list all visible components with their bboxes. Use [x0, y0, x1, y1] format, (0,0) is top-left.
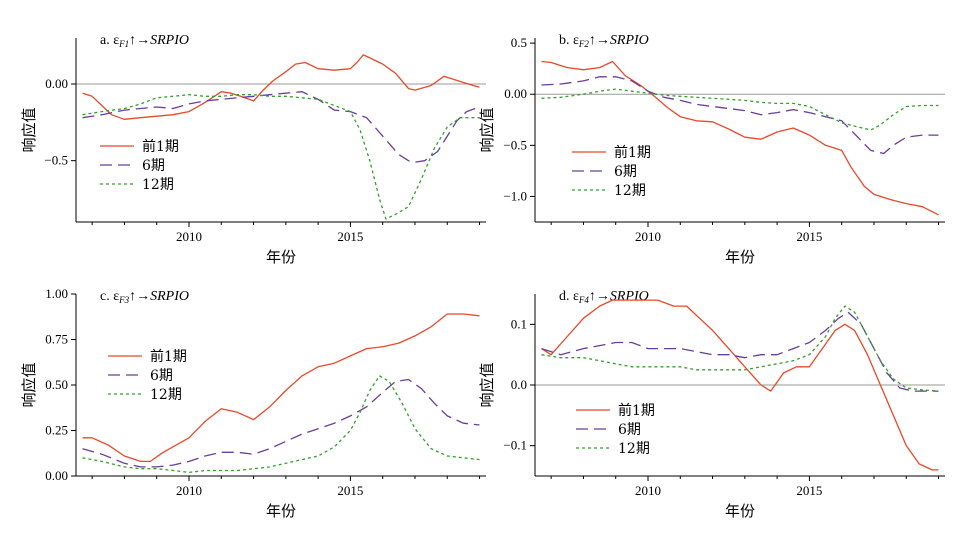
y-axis-label: 响应值 [20, 107, 38, 152]
legend-label: 6期 [614, 164, 637, 180]
legend-label: 12期 [614, 183, 646, 199]
legend-label: 前1期 [618, 402, 655, 419]
series-line-3 [541, 88, 939, 131]
series-line-2 [541, 311, 939, 392]
y-tick-label: −1.0 [503, 188, 527, 203]
y-tick-label: 0.75 [45, 332, 68, 347]
legend-label: 前1期 [614, 144, 651, 161]
series-line-1 [541, 299, 939, 471]
legend-label: 6期 [618, 422, 641, 438]
y-tick-label: −0.5 [44, 153, 68, 168]
series-line-3 [82, 375, 480, 474]
x-tick-label: 2015 [337, 483, 363, 498]
y-tick-label: 0.0 [511, 377, 527, 392]
panel-title: b. εF2↑→SRPIO [559, 33, 649, 49]
legend-label: 12期 [150, 387, 182, 403]
y-tick-label: −0.5 [503, 137, 527, 152]
y-tick-label: 0.50 [45, 377, 68, 392]
series-line-2 [82, 378, 480, 468]
series-line-1 [82, 54, 480, 120]
x-axis-label: 年份 [725, 502, 755, 520]
x-axis-label: 年份 [266, 502, 296, 520]
y-tick-label: 0.00 [45, 76, 68, 91]
panel-title: d. εF4↑→SRPIO [559, 289, 649, 305]
legend-label: 12期 [618, 441, 650, 457]
series-line-2 [541, 76, 939, 155]
x-tick-label: 2010 [176, 483, 202, 498]
series-line-3 [541, 305, 939, 392]
legend-label: 前1期 [142, 138, 179, 155]
x-axis-label: 年份 [266, 248, 296, 266]
series-line-2 [82, 91, 480, 163]
y-tick-label: 0.00 [45, 468, 68, 483]
x-tick-label: 2010 [635, 229, 661, 244]
x-tick-label: 2015 [337, 229, 363, 244]
panel-b: 2010 2015 0.5 0.00 −0.5 −1.0 年份 响应值 b. εF2↑→SRPI… [478, 33, 945, 266]
x-tick-label: 2010 [635, 483, 661, 498]
y-tick-label: 1.00 [45, 286, 68, 301]
legend-label: 12期 [142, 177, 174, 193]
y-tick-label: −0.1 [503, 438, 527, 453]
y-axis-label: 响应值 [478, 107, 496, 152]
y-tick-label: 0.25 [45, 423, 68, 438]
x-tick-label: 2010 [176, 229, 202, 244]
y-tick-label: 0.1 [511, 316, 527, 331]
x-tick-label: 2015 [796, 229, 822, 244]
series-line-3 [82, 94, 480, 220]
panel-title: a. εF1↑→SRPIO [100, 33, 189, 49]
y-tick-label: 0.00 [504, 86, 527, 101]
panel-title: c. εF3↑→SRPIO [100, 289, 189, 305]
series-line-1 [82, 313, 480, 463]
x-tick-label: 2015 [796, 483, 822, 498]
panel-c: 2010 2015 1.00 0.75 0.50 0.25 0.00 年份 响应值 c. εF3↑… [20, 286, 486, 520]
legend-label: 前1期 [150, 348, 187, 365]
y-tick-label: 0.5 [511, 35, 527, 50]
series-line-1 [541, 60, 939, 216]
x-axis-label: 年份 [725, 248, 755, 266]
legend-label: 6期 [142, 158, 165, 174]
panel-a: 2010 2015 0.00 −0.5 年份 响应值 a. εF1↑→SRPIO 前1期 6期 1… [20, 33, 486, 266]
y-axis-label: 响应值 [478, 362, 496, 407]
panel-d: 2010 2015 0.1 0.0 −0.1 年份 响应值 d. εF4↑→SRPIO 前1期 6… [478, 289, 945, 520]
legend-label: 6期 [150, 368, 173, 384]
y-axis-label: 响应值 [20, 362, 38, 407]
